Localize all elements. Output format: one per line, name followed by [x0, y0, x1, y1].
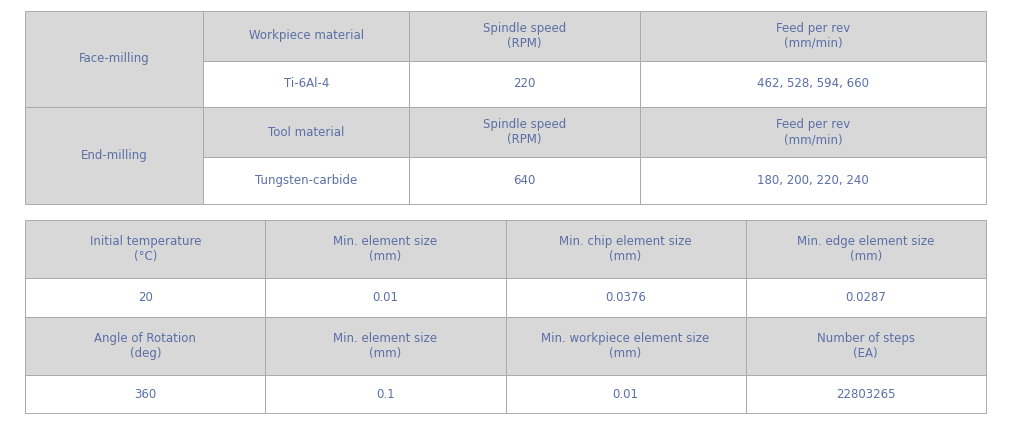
Text: Workpiece material: Workpiece material	[249, 29, 364, 42]
Text: Min. element size
(mm): Min. element size (mm)	[334, 332, 438, 360]
Text: 0.0376: 0.0376	[606, 291, 646, 304]
Bar	[25, 375, 265, 413]
Text: 22803265: 22803265	[836, 388, 896, 401]
Bar	[409, 61, 640, 107]
Bar	[203, 61, 409, 107]
Text: 180, 200, 220, 240: 180, 200, 220, 240	[757, 174, 868, 187]
Text: 462, 528, 594, 660: 462, 528, 594, 660	[757, 78, 868, 90]
Text: Ti-6Al-4: Ti-6Al-4	[283, 78, 329, 90]
Bar	[409, 11, 640, 61]
Text: 220: 220	[514, 78, 536, 90]
Bar	[506, 220, 746, 279]
Bar	[640, 61, 986, 107]
Text: 360: 360	[134, 388, 157, 401]
Text: Face-milling: Face-milling	[79, 52, 150, 65]
Bar	[25, 317, 265, 375]
Text: Min. workpiece element size
(mm): Min. workpiece element size (mm)	[542, 332, 710, 360]
Bar	[409, 157, 640, 204]
Bar	[265, 317, 506, 375]
Text: 20: 20	[137, 291, 153, 304]
Text: Tungsten-carbide: Tungsten-carbide	[255, 174, 357, 187]
Text: Number of steps
(EA): Number of steps (EA)	[817, 332, 915, 360]
Bar	[746, 375, 986, 413]
Bar	[506, 317, 746, 375]
Text: Tool material: Tool material	[268, 126, 345, 139]
Text: Spindle speed
(RPM): Spindle speed (RPM)	[483, 118, 566, 146]
Bar	[506, 279, 746, 317]
Bar	[203, 107, 409, 157]
Text: 0.1: 0.1	[376, 388, 394, 401]
Bar	[203, 11, 409, 61]
Bar	[265, 375, 506, 413]
Bar	[25, 11, 203, 107]
Text: Min. edge element size
(mm): Min. edge element size (mm)	[797, 235, 934, 263]
Text: Initial temperature
(°C): Initial temperature (°C)	[90, 235, 201, 263]
Text: Spindle speed
(RPM): Spindle speed (RPM)	[483, 22, 566, 50]
Text: 0.01: 0.01	[613, 388, 639, 401]
Bar	[409, 107, 640, 157]
Bar	[746, 279, 986, 317]
Bar	[640, 11, 986, 61]
Text: End-milling: End-milling	[81, 149, 148, 162]
Text: Min. element size
(mm): Min. element size (mm)	[334, 235, 438, 263]
Bar	[25, 279, 265, 317]
Text: 0.01: 0.01	[372, 291, 398, 304]
Text: Feed per rev
(mm/min): Feed per rev (mm/min)	[775, 118, 850, 146]
Text: Min. chip element size
(mm): Min. chip element size (mm)	[559, 235, 692, 263]
Bar	[506, 375, 746, 413]
Bar	[746, 220, 986, 279]
Bar	[640, 157, 986, 204]
Bar	[203, 157, 409, 204]
Text: Angle of Rotation
(deg): Angle of Rotation (deg)	[94, 332, 196, 360]
Bar	[265, 279, 506, 317]
Text: Feed per rev
(mm/min): Feed per rev (mm/min)	[775, 22, 850, 50]
Text: 640: 640	[514, 174, 536, 187]
Bar	[265, 220, 506, 279]
Bar	[640, 107, 986, 157]
Bar	[746, 317, 986, 375]
Bar	[25, 220, 265, 279]
Bar	[25, 107, 203, 204]
Text: 0.0287: 0.0287	[845, 291, 886, 304]
